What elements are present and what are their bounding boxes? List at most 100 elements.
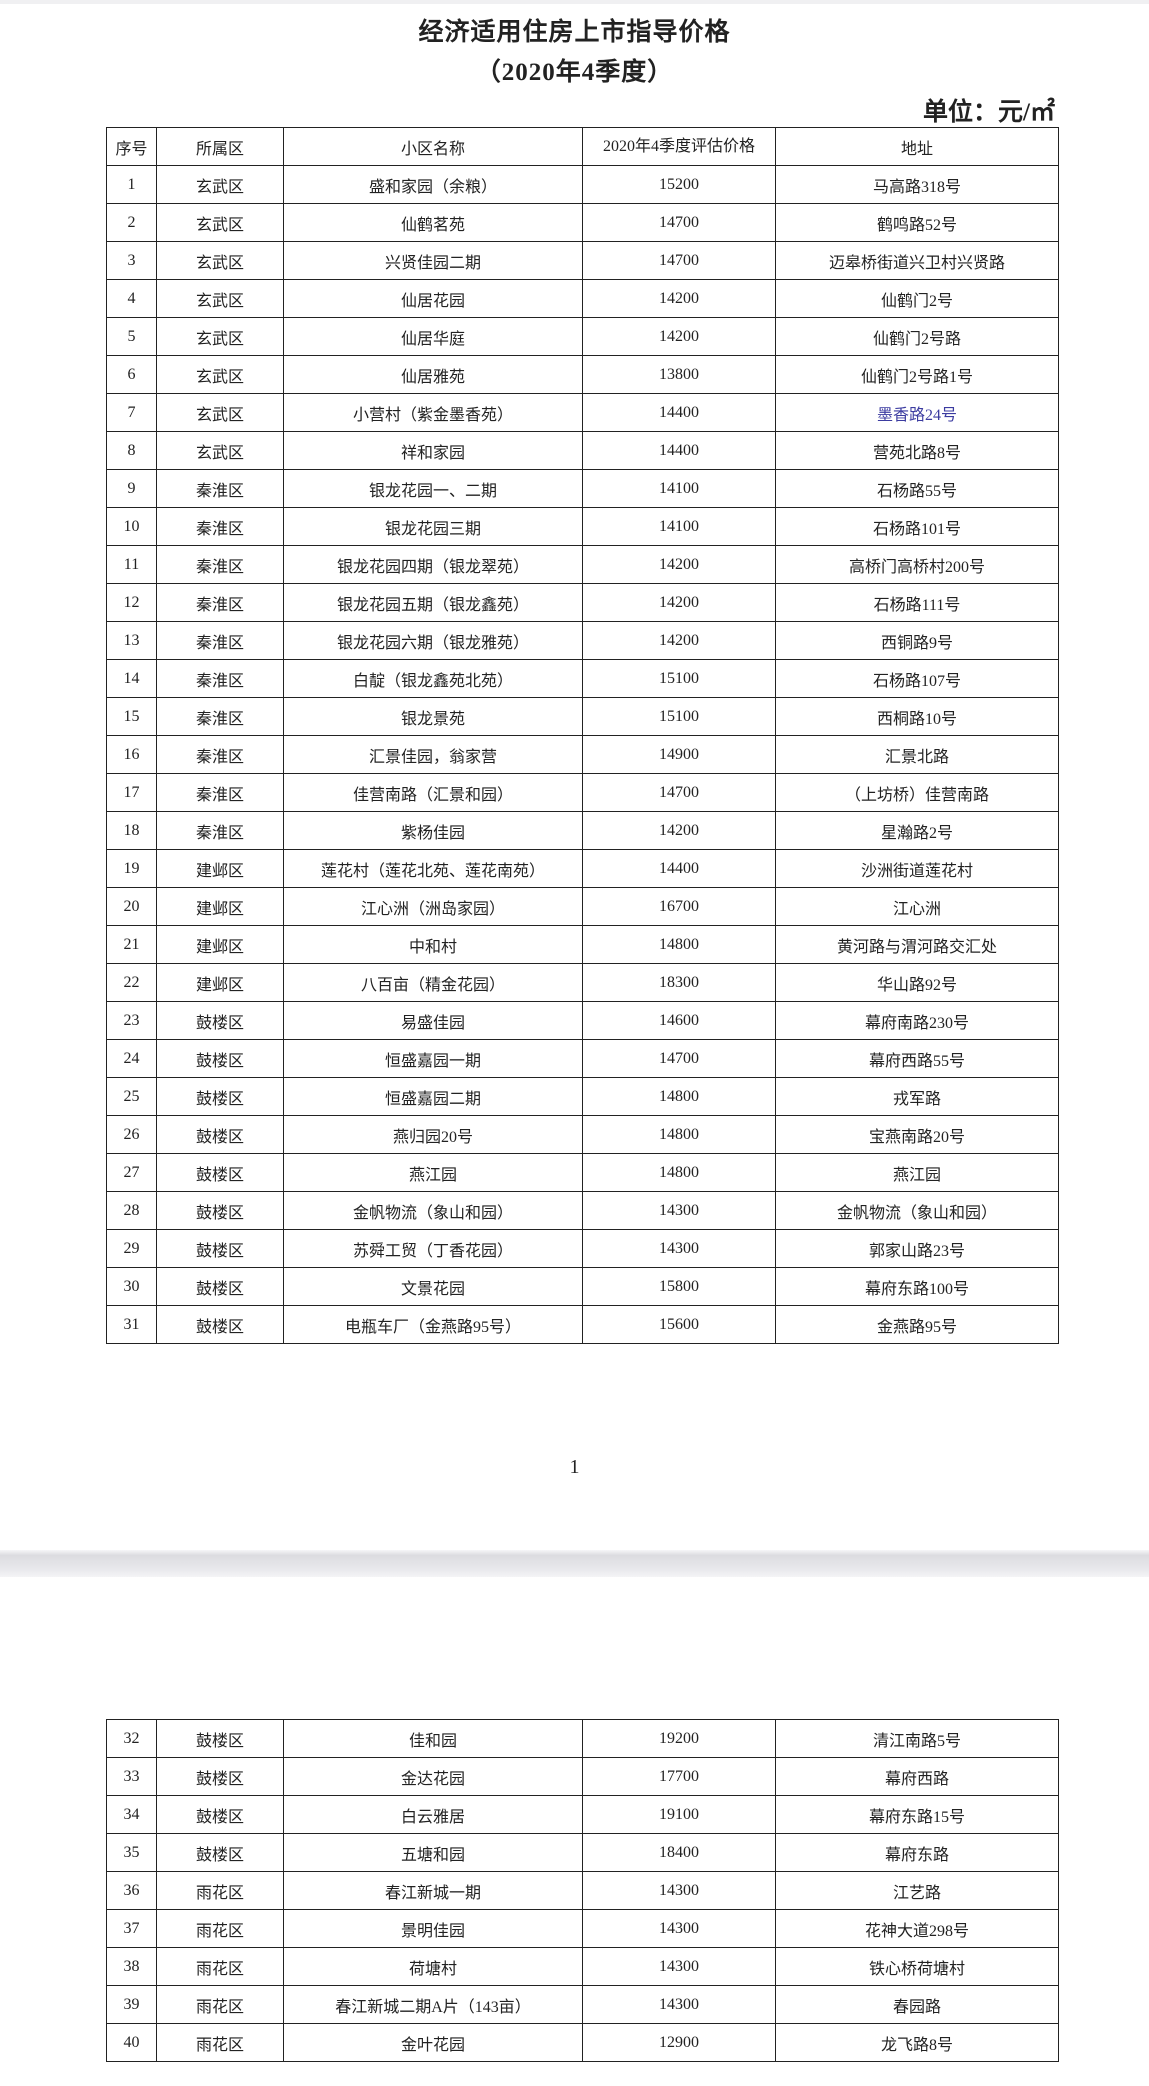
cell-community: 莲花村（莲花北苑、莲花南苑） bbox=[283, 849, 583, 888]
cell-community: 银龙花园六期（银龙雅苑） bbox=[283, 621, 583, 660]
cell-price: 14700 bbox=[582, 773, 776, 812]
cell-price: 14200 bbox=[582, 317, 776, 356]
table-row: 10 秦淮区 银龙花园三期 14100 石杨路101号 bbox=[106, 507, 1059, 546]
cell-seq: 31 bbox=[106, 1305, 157, 1344]
cell-seq: 7 bbox=[106, 393, 157, 432]
cell-community: 燕江园 bbox=[283, 1153, 583, 1192]
table-row: 5 玄武区 仙居华庭 14200 仙鹤门2号路 bbox=[106, 317, 1059, 356]
cell-seq: 15 bbox=[106, 697, 157, 736]
cell-address: 西桐路10号 bbox=[775, 697, 1059, 736]
cell-price: 14400 bbox=[582, 431, 776, 470]
cell-district: 秦淮区 bbox=[156, 697, 284, 736]
table-row: 8 玄武区 祥和家园 14400 营苑北路8号 bbox=[106, 431, 1059, 470]
cell-seq: 22 bbox=[106, 963, 157, 1002]
cell-district: 秦淮区 bbox=[156, 735, 284, 774]
cell-seq: 36 bbox=[106, 1871, 157, 1910]
table-row: 6 玄武区 仙居雅苑 13800 仙鹤门2号路1号 bbox=[106, 355, 1059, 394]
table-row: 24 鼓楼区 恒盛嘉园一期 14700 幕府西路55号 bbox=[106, 1039, 1059, 1078]
cell-seq: 14 bbox=[106, 659, 157, 698]
cell-community: 苏舜工贸（丁香花园） bbox=[283, 1229, 583, 1268]
cell-seq: 21 bbox=[106, 925, 157, 964]
table-row: 17 秦淮区 佳营南路（汇景和园） 14700 （上坊桥）佳营南路 bbox=[106, 773, 1059, 812]
cell-address: 铁心桥荷塘村 bbox=[775, 1947, 1059, 1986]
header-seq: 序号 bbox=[106, 127, 157, 166]
cell-address: （上坊桥）佳营南路 bbox=[775, 773, 1059, 812]
cell-community: 金帆物流（象山和园） bbox=[283, 1191, 583, 1230]
cell-seq: 2 bbox=[106, 203, 157, 242]
cell-seq: 30 bbox=[106, 1267, 157, 1306]
table-row: 1 玄武区 盛和家园（余粮） 15200 马高路318号 bbox=[106, 165, 1059, 204]
table-row: 29 鼓楼区 苏舜工贸（丁香花园） 14300 郭家山路23号 bbox=[106, 1229, 1059, 1268]
table-row: 28 鼓楼区 金帆物流（象山和园） 14300 金帆物流（象山和园） bbox=[106, 1191, 1059, 1230]
cell-seq: 29 bbox=[106, 1229, 157, 1268]
table-row: 25 鼓楼区 恒盛嘉园二期 14800 戎军路 bbox=[106, 1077, 1059, 1116]
cell-price: 14300 bbox=[582, 1229, 776, 1268]
cell-district: 秦淮区 bbox=[156, 507, 284, 546]
cell-address: 仙鹤门2号 bbox=[775, 279, 1059, 318]
cell-district: 秦淮区 bbox=[156, 469, 284, 508]
cell-seq: 4 bbox=[106, 279, 157, 318]
table-row: 4 玄武区 仙居花园 14200 仙鹤门2号 bbox=[106, 279, 1059, 318]
table-row: 3 玄武区 兴贤佳园二期 14700 迈皋桥街道兴卫村兴贤路 bbox=[106, 241, 1059, 280]
cell-district: 玄武区 bbox=[156, 355, 284, 394]
cell-district: 秦淮区 bbox=[156, 659, 284, 698]
cell-district: 鼓楼区 bbox=[156, 1795, 284, 1834]
table-row: 35 鼓楼区 五塘和园 18400 幕府东路 bbox=[106, 1833, 1059, 1872]
table-row: 19 建邺区 莲花村（莲花北苑、莲花南苑） 14400 沙洲街道莲花村 bbox=[106, 849, 1059, 888]
table-row: 37 雨花区 景明佳园 14300 花神大道298号 bbox=[106, 1909, 1059, 1948]
cell-address: 幕府东路15号 bbox=[775, 1795, 1059, 1834]
cell-address: 燕江园 bbox=[775, 1153, 1059, 1192]
cell-price: 19200 bbox=[582, 1719, 776, 1758]
cell-community: 佳营南路（汇景和园） bbox=[283, 773, 583, 812]
cell-price: 13800 bbox=[582, 355, 776, 394]
cell-district: 鼓楼区 bbox=[156, 1153, 284, 1192]
cell-price: 14700 bbox=[582, 241, 776, 280]
cell-seq: 9 bbox=[106, 469, 157, 508]
cell-address: 墨香路24号 bbox=[775, 393, 1059, 432]
table-row: 27 鼓楼区 燕江园 14800 燕江园 bbox=[106, 1153, 1059, 1192]
cell-seq: 12 bbox=[106, 583, 157, 622]
cell-community: 易盛佳园 bbox=[283, 1001, 583, 1040]
cell-district: 鼓楼区 bbox=[156, 1077, 284, 1116]
cell-price: 15600 bbox=[582, 1305, 776, 1344]
cell-address: 营苑北路8号 bbox=[775, 431, 1059, 470]
cell-price: 14300 bbox=[582, 1909, 776, 1948]
cell-district: 鼓楼区 bbox=[156, 1757, 284, 1796]
cell-seq: 17 bbox=[106, 773, 157, 812]
cell-community: 银龙花园四期（银龙翠苑） bbox=[283, 545, 583, 584]
cell-seq: 8 bbox=[106, 431, 157, 470]
cell-price: 14300 bbox=[582, 1191, 776, 1230]
cell-address: 幕府东路100号 bbox=[775, 1267, 1059, 1306]
cell-district: 玄武区 bbox=[156, 241, 284, 280]
cell-address: 郭家山路23号 bbox=[775, 1229, 1059, 1268]
table-row: 23 鼓楼区 易盛佳园 14600 幕府南路230号 bbox=[106, 1001, 1059, 1040]
cell-price: 14200 bbox=[582, 279, 776, 318]
cell-district: 鼓楼区 bbox=[156, 1267, 284, 1306]
cell-community: 银龙花园五期（银龙鑫苑） bbox=[283, 583, 583, 622]
cell-district: 鼓楼区 bbox=[156, 1039, 284, 1078]
cell-seq: 35 bbox=[106, 1833, 157, 1872]
cell-seq: 34 bbox=[106, 1795, 157, 1834]
table-row: 22 建邺区 八百亩（精金花园） 18300 华山路92号 bbox=[106, 963, 1059, 1002]
cell-price: 19100 bbox=[582, 1795, 776, 1834]
cell-price: 14300 bbox=[582, 1985, 776, 2024]
cell-price: 12900 bbox=[582, 2023, 776, 2062]
cell-price: 14200 bbox=[582, 583, 776, 622]
cell-address: 汇景北路 bbox=[775, 735, 1059, 774]
cell-community: 白靛（银龙鑫苑北苑） bbox=[283, 659, 583, 698]
cell-address: 华山路92号 bbox=[775, 963, 1059, 1002]
cell-community: 汇景佳园，翁家营 bbox=[283, 735, 583, 774]
document-title: 经济适用住房上市指导价格 bbox=[418, 19, 731, 46]
cell-address: 宝燕南路20号 bbox=[775, 1115, 1059, 1154]
cell-community: 春江新城一期 bbox=[283, 1871, 583, 1910]
header-district: 所属区 bbox=[156, 127, 284, 166]
cell-district: 雨花区 bbox=[156, 1871, 284, 1910]
price-table-page-2: 32 鼓楼区 佳和园 19200 清江南路5号 33 鼓楼区 金达花园 17700 幕府西路 34 鼓… bbox=[106, 1719, 1059, 2062]
cell-price: 14700 bbox=[582, 1039, 776, 1078]
cell-community: 江心洲（洲岛家园） bbox=[283, 887, 583, 926]
cell-district: 玄武区 bbox=[156, 393, 284, 432]
cell-seq: 24 bbox=[106, 1039, 157, 1078]
table-row: 30 鼓楼区 文景花园 15800 幕府东路100号 bbox=[106, 1267, 1059, 1306]
cell-community: 紫杨佳园 bbox=[283, 811, 583, 850]
cell-seq: 18 bbox=[106, 811, 157, 850]
